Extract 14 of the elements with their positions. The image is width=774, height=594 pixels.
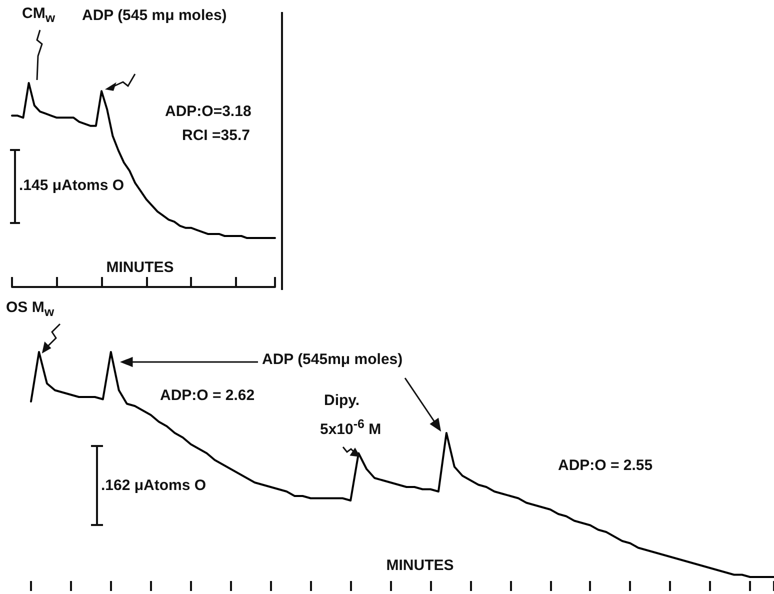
x-axis-title: MINUTES	[386, 557, 454, 574]
annotation: ADP:O=3.18	[165, 103, 252, 120]
text: ADP (545 mμ moles)	[82, 7, 227, 24]
annotation: ADP (545mμ moles)	[262, 351, 403, 368]
text: CM$_{w}$	[22, 5, 56, 26]
annotation: ADP:O = 2.55	[558, 457, 653, 474]
annotation: 5x10$^{-6}$ M	[320, 417, 382, 438]
annotation: RCI =35.7	[182, 127, 250, 144]
x-axis-title: MINUTES	[106, 259, 174, 276]
annotation: .145 μAtoms O	[19, 177, 124, 194]
text: OS M$_{w}$	[6, 299, 54, 320]
annotation: Dipy.	[324, 392, 360, 410]
annotation: ADP:O = 2.62	[160, 387, 255, 404]
annotation: .162 μAtoms O	[101, 477, 206, 494]
